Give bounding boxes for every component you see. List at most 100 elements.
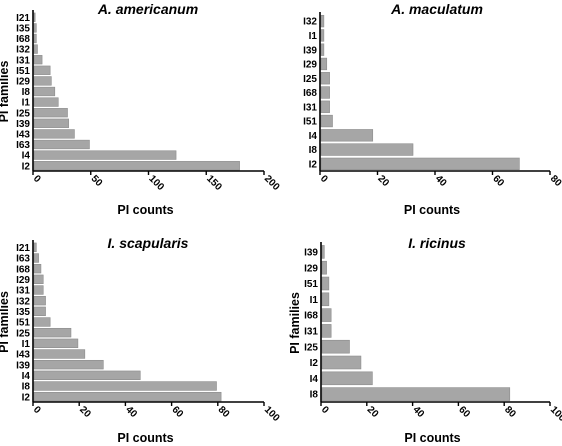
- category-label: I39: [304, 248, 318, 259]
- category-label: I31: [304, 327, 318, 338]
- category-label: I8: [22, 87, 31, 98]
- category-label: I4: [22, 151, 31, 162]
- category-label: I8: [22, 382, 31, 393]
- category-label: I1: [309, 31, 318, 42]
- chart-title: I. ricinus: [408, 235, 466, 251]
- bar-I68: [321, 308, 332, 322]
- x-tick-label: 100: [262, 404, 282, 424]
- x-tick-label: 0: [319, 404, 331, 416]
- category-label: I39: [16, 119, 30, 130]
- bar-I39: [321, 245, 325, 259]
- bar-I21: [33, 242, 37, 253]
- bar-I8: [33, 86, 56, 97]
- bar-I4: [321, 371, 373, 386]
- x-tick-label: 20: [365, 404, 381, 420]
- bar-I29: [320, 57, 328, 71]
- category-label: I21: [16, 13, 30, 24]
- category-label: I43: [16, 350, 30, 361]
- category-label: I29: [16, 77, 30, 88]
- category-label: I4: [22, 371, 31, 382]
- bar-I1: [33, 338, 79, 349]
- bar-I29: [321, 260, 327, 275]
- bar-I25: [33, 327, 72, 338]
- x-tick-label: 0: [31, 173, 43, 185]
- category-label: I25: [16, 108, 30, 119]
- x-tick-label: 100: [548, 404, 562, 424]
- category-label: I2: [309, 159, 318, 170]
- bar-I43: [33, 349, 86, 359]
- category-label: I2: [22, 161, 31, 172]
- category-label: I43: [16, 130, 30, 141]
- category-label: I63: [16, 254, 30, 265]
- bar-I2: [320, 157, 520, 171]
- bar-I4: [33, 150, 177, 160]
- category-label: I8: [309, 145, 318, 156]
- y-axis-title: PI families: [288, 292, 302, 354]
- x-tick-label: 60: [490, 173, 506, 189]
- category-label: I31: [303, 102, 317, 113]
- category-label: I68: [16, 34, 30, 45]
- bar-I31: [33, 55, 43, 65]
- category-label: I1: [22, 98, 31, 109]
- category-label: I25: [303, 74, 317, 85]
- bar-I1: [320, 29, 325, 42]
- x-tick-label: 40: [433, 173, 449, 189]
- bar-I2: [321, 355, 362, 370]
- category-label: I25: [304, 342, 318, 353]
- bar-I32: [33, 295, 46, 306]
- category-label: I29: [304, 263, 318, 274]
- category-label: I39: [16, 360, 30, 371]
- x-tick-label: 60: [456, 404, 472, 420]
- panel-maculatum: A. maculatum I32 I1 I39 I29 I25 I68 I31 I51 I4 I8 I…: [303, 1, 562, 217]
- category-label: I35: [16, 24, 30, 35]
- bar-I32: [320, 14, 325, 28]
- x-tick-label: 20: [375, 173, 391, 189]
- bar-I1: [321, 292, 330, 307]
- bar-I31: [320, 100, 330, 113]
- category-label: I63: [16, 140, 30, 151]
- category-label: I2: [310, 358, 319, 369]
- bar-I63: [33, 139, 90, 150]
- x-axis-title: PI counts: [117, 203, 173, 217]
- bar-I32: [33, 44, 38, 54]
- x-tick-label: 60: [169, 404, 185, 420]
- y-axis-title: PI families: [0, 291, 11, 353]
- x-tick-label: 50: [89, 173, 105, 189]
- category-label: I32: [303, 17, 317, 28]
- chart-title: A. americanum: [97, 1, 198, 17]
- category-label: I68: [303, 88, 317, 99]
- category-label: I4: [309, 131, 318, 142]
- bar-I25: [320, 72, 330, 85]
- x-axis-title: PI counts: [404, 203, 460, 217]
- panel-scapularis: I. scapularis I21I63I68I29I31I32I35I51I25…: [0, 235, 282, 445]
- bar-I8: [33, 381, 217, 391]
- x-tick-label: 0: [318, 173, 330, 185]
- bar-I39: [33, 118, 69, 128]
- x-tick-label: 20: [77, 404, 93, 420]
- x-axis-title: PI counts: [117, 431, 173, 445]
- bar-I4: [33, 370, 141, 381]
- category-label: I39: [303, 45, 317, 56]
- chart-title: I. scapularis: [108, 235, 189, 251]
- bar-I29: [33, 76, 52, 86]
- bar-I31: [321, 324, 332, 338]
- category-label: I8: [310, 390, 319, 401]
- bar-I51: [33, 317, 51, 327]
- category-label: I29: [303, 60, 317, 71]
- x-tick-label: 40: [410, 404, 426, 420]
- x-tick-label: 150: [204, 173, 224, 193]
- bar-I25: [321, 339, 350, 354]
- category-label: I1: [22, 339, 31, 350]
- x-tick-label: 100: [146, 173, 166, 193]
- bar-I68: [33, 263, 42, 274]
- bar-I51: [33, 65, 51, 75]
- bar-I68: [320, 86, 330, 99]
- panel-americanum: A. americanumI21I35I68I32I31I51I29I8I1I2…: [0, 1, 282, 217]
- bar-I4: [320, 129, 374, 142]
- category-label: I31: [16, 55, 30, 66]
- bar-I8: [321, 387, 511, 401]
- bar-I1: [33, 97, 59, 107]
- bar-I51: [321, 276, 330, 291]
- chart-title: A. maculatum: [390, 1, 483, 17]
